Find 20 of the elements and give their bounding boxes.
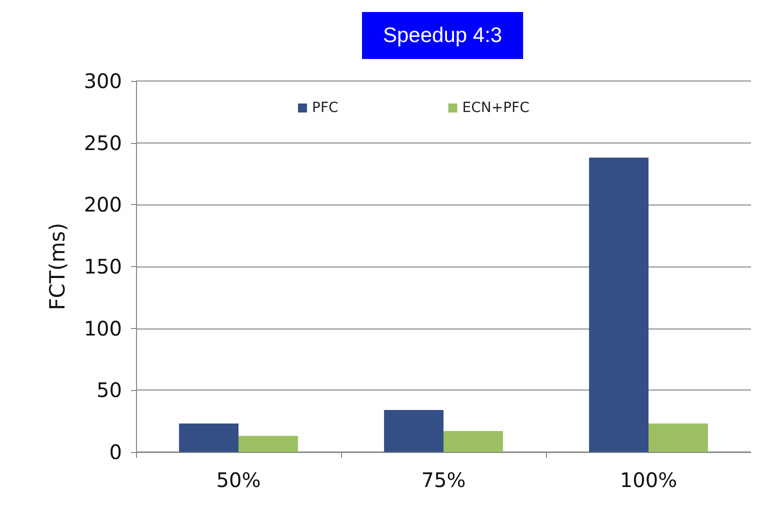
y-axis-title: FCT(ms) [46,222,70,310]
bar [589,158,648,452]
legend-label: PFC [312,100,338,116]
y-tick-label: 200 [84,192,122,217]
y-tick-label: 150 [84,254,122,278]
legend-label: ECN+PFC [462,100,530,116]
chart-title: Speedup 4:3 [383,24,502,47]
bar [384,410,444,452]
bar [444,430,503,452]
y-tick-label: 250 [84,130,122,155]
bar [179,424,238,452]
y-tick-label: 300 [84,69,122,93]
x-tick-label: 50% [216,468,261,492]
x-tick-label: 75% [421,468,466,492]
y-tick-label: 50 [96,378,122,402]
bar [648,424,708,452]
y-tick-label: 100 [84,316,122,340]
x-tick-label: 100% [620,468,678,492]
y-tick-label: 0 [109,440,122,464]
bar [238,436,298,452]
